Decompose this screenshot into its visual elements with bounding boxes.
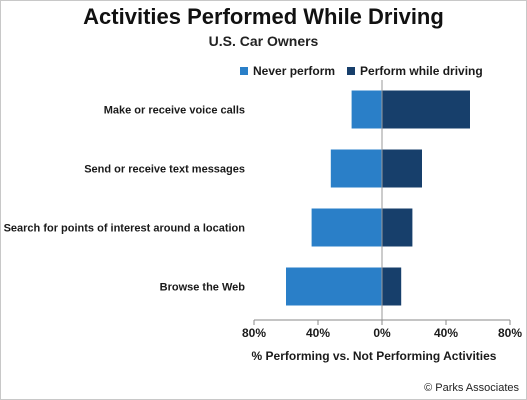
category-label-3: Browse the Web [160,282,246,294]
x-tick-label-0: 80% [242,326,266,340]
legend-label-never: Never perform [253,64,336,78]
bar-perform-3 [382,267,402,306]
legend-label-perform: Perform while driving [360,64,483,78]
x-tick-label-3: 40% [434,326,458,340]
x-tick-label-4: 80% [498,326,522,340]
bar-never-0 [351,90,382,129]
chart-subtitle: U.S. Car Owners [208,33,319,49]
x-axis-title: % Performing vs. Not Performing Activiti… [252,349,497,363]
bar-never-1 [330,149,382,188]
category-label-1: Send or receive text messages [84,164,245,176]
category-label-2: Search for points of interest around a l… [4,223,246,235]
legend-item-perform: Perform while driving [347,64,483,78]
legend: Never perform Perform while driving [240,64,495,78]
chart-title: Activities Performed While Driving [83,4,444,29]
bar-perform-0 [382,90,470,129]
legend-item-never: Never perform [240,64,335,78]
x-tick-label-2: 0% [373,326,391,340]
bar-perform-1 [382,149,422,188]
legend-swatch-perform [347,67,356,75]
legend-swatch-never [240,67,248,75]
category-label-0: Make or receive voice calls [104,105,245,117]
bar-never-2 [311,208,382,247]
bar-never-3 [286,267,382,306]
copyright-text: © Parks Associates [424,382,519,394]
x-tick-label-1: 40% [306,326,330,340]
bar-perform-2 [382,208,413,247]
